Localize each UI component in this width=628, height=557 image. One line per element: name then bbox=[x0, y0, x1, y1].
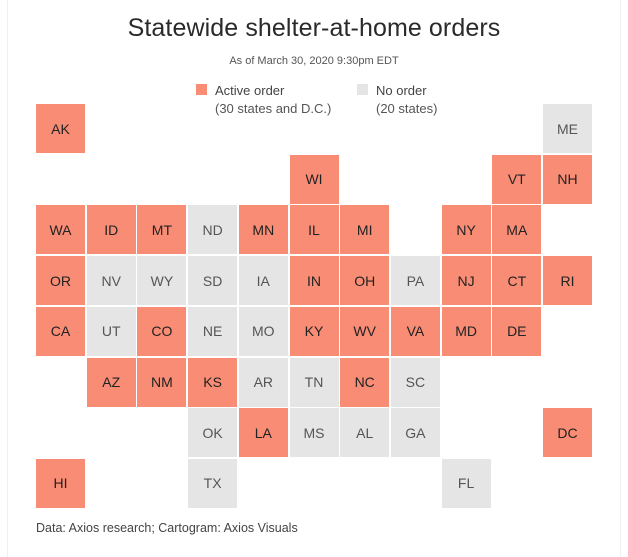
state-tile-ut: UT bbox=[86, 306, 136, 356]
state-tile-oh: OH bbox=[340, 256, 390, 306]
state-tile-ky: KY bbox=[289, 306, 339, 356]
state-tile-ny: NY bbox=[441, 205, 491, 255]
state-tile-wy: WY bbox=[137, 256, 187, 306]
state-tile-tn: TN bbox=[289, 357, 339, 407]
state-tile-tx: TX bbox=[188, 458, 238, 508]
legend-label-none: No order bbox=[376, 83, 427, 98]
legend-swatch-active bbox=[196, 84, 207, 95]
state-tile-ma: MA bbox=[492, 205, 542, 255]
state-tile-nc: NC bbox=[340, 357, 390, 407]
state-tile-de: DE bbox=[492, 306, 542, 356]
state-tile-ak: AK bbox=[36, 104, 85, 153]
state-tile-ar: AR bbox=[238, 357, 288, 407]
state-tile-ca: CA bbox=[36, 306, 85, 356]
state-tile-nd: ND bbox=[188, 205, 238, 255]
state-tile-al: AL bbox=[340, 408, 390, 458]
state-tile-ms: MS bbox=[289, 408, 339, 458]
state-tile-ga: GA bbox=[390, 408, 440, 458]
state-tile-la: LA bbox=[238, 408, 288, 458]
state-tile-nm: NM bbox=[137, 357, 187, 407]
source-note: Data: Axios research; Cartogram: Axios V… bbox=[36, 521, 298, 535]
state-tile-wa: WA bbox=[36, 205, 85, 255]
state-tile-ia: IA bbox=[238, 256, 288, 306]
state-tile-dc: DC bbox=[543, 408, 592, 458]
legend-sub-none: (20 states) bbox=[376, 101, 438, 116]
legend-sub-active: (30 states and D.C.) bbox=[215, 101, 332, 116]
legend-swatch-none bbox=[357, 84, 368, 95]
state-tile-ne: NE bbox=[188, 306, 238, 356]
state-tile-ri: RI bbox=[543, 256, 592, 306]
chart-subtitle: As of March 30, 2020 9:30pm EDT bbox=[229, 55, 399, 67]
state-tile-ok: OK bbox=[188, 408, 238, 458]
legend-text-none: No order (20 states) bbox=[376, 82, 437, 118]
state-tile-ct: CT bbox=[492, 256, 542, 306]
legend-label-active: Active order bbox=[215, 83, 285, 98]
state-tile-wv: WV bbox=[340, 306, 390, 356]
state-tile-sd: SD bbox=[188, 256, 238, 306]
state-tile-nj: NJ bbox=[441, 256, 491, 306]
state-tile-nh: NH bbox=[543, 154, 592, 204]
legend-text-active: Active order (30 states and D.C.) bbox=[215, 82, 331, 118]
state-tile-co: CO bbox=[137, 306, 187, 356]
chart-title: Statewide shelter-at-home orders bbox=[127, 14, 501, 42]
state-tile-me: ME bbox=[543, 104, 592, 153]
legend-item-none: No order (20 states) bbox=[357, 82, 437, 118]
state-tile-mo: MO bbox=[238, 306, 288, 356]
state-tile-wi: WI bbox=[289, 154, 339, 204]
state-tile-in: IN bbox=[289, 256, 339, 306]
state-tile-va: VA bbox=[390, 306, 440, 356]
state-tile-az: AZ bbox=[86, 357, 136, 407]
state-tile-id: ID bbox=[86, 205, 136, 255]
state-tile-md: MD bbox=[441, 306, 491, 356]
state-tile-mt: MT bbox=[137, 205, 187, 255]
state-tile-sc: SC bbox=[390, 357, 440, 407]
state-tile-mn: MN bbox=[238, 205, 288, 255]
state-tile-vt: VT bbox=[492, 154, 542, 204]
state-tile-mi: MI bbox=[340, 205, 390, 255]
state-tile-ks: KS bbox=[188, 357, 238, 407]
legend-item-active: Active order (30 states and D.C.) bbox=[196, 82, 331, 118]
state-tile-nv: NV bbox=[86, 256, 136, 306]
state-tile-or: OR bbox=[36, 256, 85, 306]
state-tile-fl: FL bbox=[441, 458, 491, 508]
state-tile-il: IL bbox=[289, 205, 339, 255]
state-tile-pa: PA bbox=[390, 256, 440, 306]
state-tile-hi: HI bbox=[36, 458, 85, 508]
